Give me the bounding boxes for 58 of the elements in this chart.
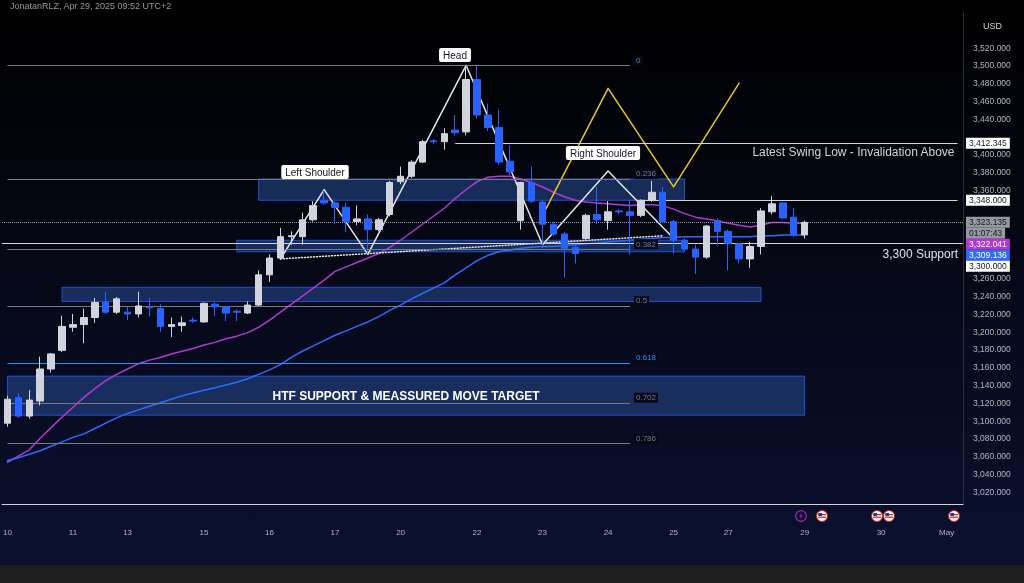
annotation: 0.618 [636,353,657,363]
annotation: 0.5 [636,296,648,306]
y-tick-label: 3,160.000 [973,362,1012,373]
annotation: Left Shoulder [285,166,346,178]
text: 3,309.136 [969,250,1008,261]
y-tick-label: 3,440.000 [973,113,1012,124]
y-tick-label: 3,180.000 [973,344,1012,355]
y-tick-label: 3,240.000 [973,291,1012,302]
y-tick-label: 3,120.000 [973,397,1012,408]
y-tick-label: 3,200.000 [973,326,1012,337]
x-tick-label: 13 [123,527,133,537]
x-tick-label: 11 [68,527,78,537]
y-tick-label: 3,020.000 [973,486,1012,497]
y-tick-label: 3,360.000 [973,184,1012,195]
x-tick-label: 16 [265,527,275,537]
y-tick-label: 3,480.000 [973,78,1012,89]
y-axis-title: USD [983,20,1003,31]
text: 3,323.135 [969,217,1008,228]
text: 3,322.041 [969,239,1008,250]
x-tick-label: 22 [472,527,483,537]
annotation: 0.786 [636,434,657,444]
x-tick-label: May [939,527,955,537]
text: 01:07:43 [969,228,1003,239]
y-tick-label: 3,460.000 [973,95,1012,106]
x-tick-label: 25 [669,527,679,537]
y-tick-label: 3,220.000 [973,308,1012,319]
y-tick-label: 3,520.000 [973,42,1012,53]
text: JonatanRLZ, Apr 29, 2025 09:52 UTC+2 [10,0,172,11]
annotation: Right Shoulder [569,147,637,159]
annotation: 0.236 [636,169,657,179]
annotation: 0.702 [636,393,657,403]
ref-line-label: Latest Swing Low - Invalidation Above [752,145,955,160]
text: 3,348.000 [969,195,1008,206]
y-tick-label: 3,500.000 [973,60,1012,71]
x-tick-label: 17 [330,527,341,537]
y-tick-label: 3,060.000 [973,451,1012,462]
x-tick-label: 20 [396,527,406,537]
x-tick-label: 15 [199,527,210,537]
x-tick-label: 10 [3,527,13,537]
ref-line-label: 3,300 Support [882,246,959,261]
annotation: Head [443,49,467,61]
x-tick-label: 27 [723,527,734,537]
y-tick-label: 3,100.000 [973,415,1012,426]
y-tick-label: 3,040.000 [973,468,1012,479]
text: 3,412.345 [969,138,1008,149]
y-tick-label: 3,140.000 [973,380,1012,390]
y-tick-label: 3,080.000 [973,433,1012,444]
text: 3,300.000 [969,261,1008,272]
x-tick-label: 23 [538,527,548,537]
x-tick-label: 29 [800,527,810,537]
y-tick-label: 3,400.000 [973,149,1012,160]
y-tick-label: 3,260.000 [973,273,1012,284]
band-label: HTF SUPPORT & MEASSURED MOVE TARGET [272,388,541,403]
annotation: 0 [636,55,641,65]
y-tick-label: 3,380.000 [973,166,1012,177]
x-tick-label: 30 [876,527,887,537]
x-tick-label: 24 [603,527,614,537]
annotation: 0.382 [636,239,657,249]
